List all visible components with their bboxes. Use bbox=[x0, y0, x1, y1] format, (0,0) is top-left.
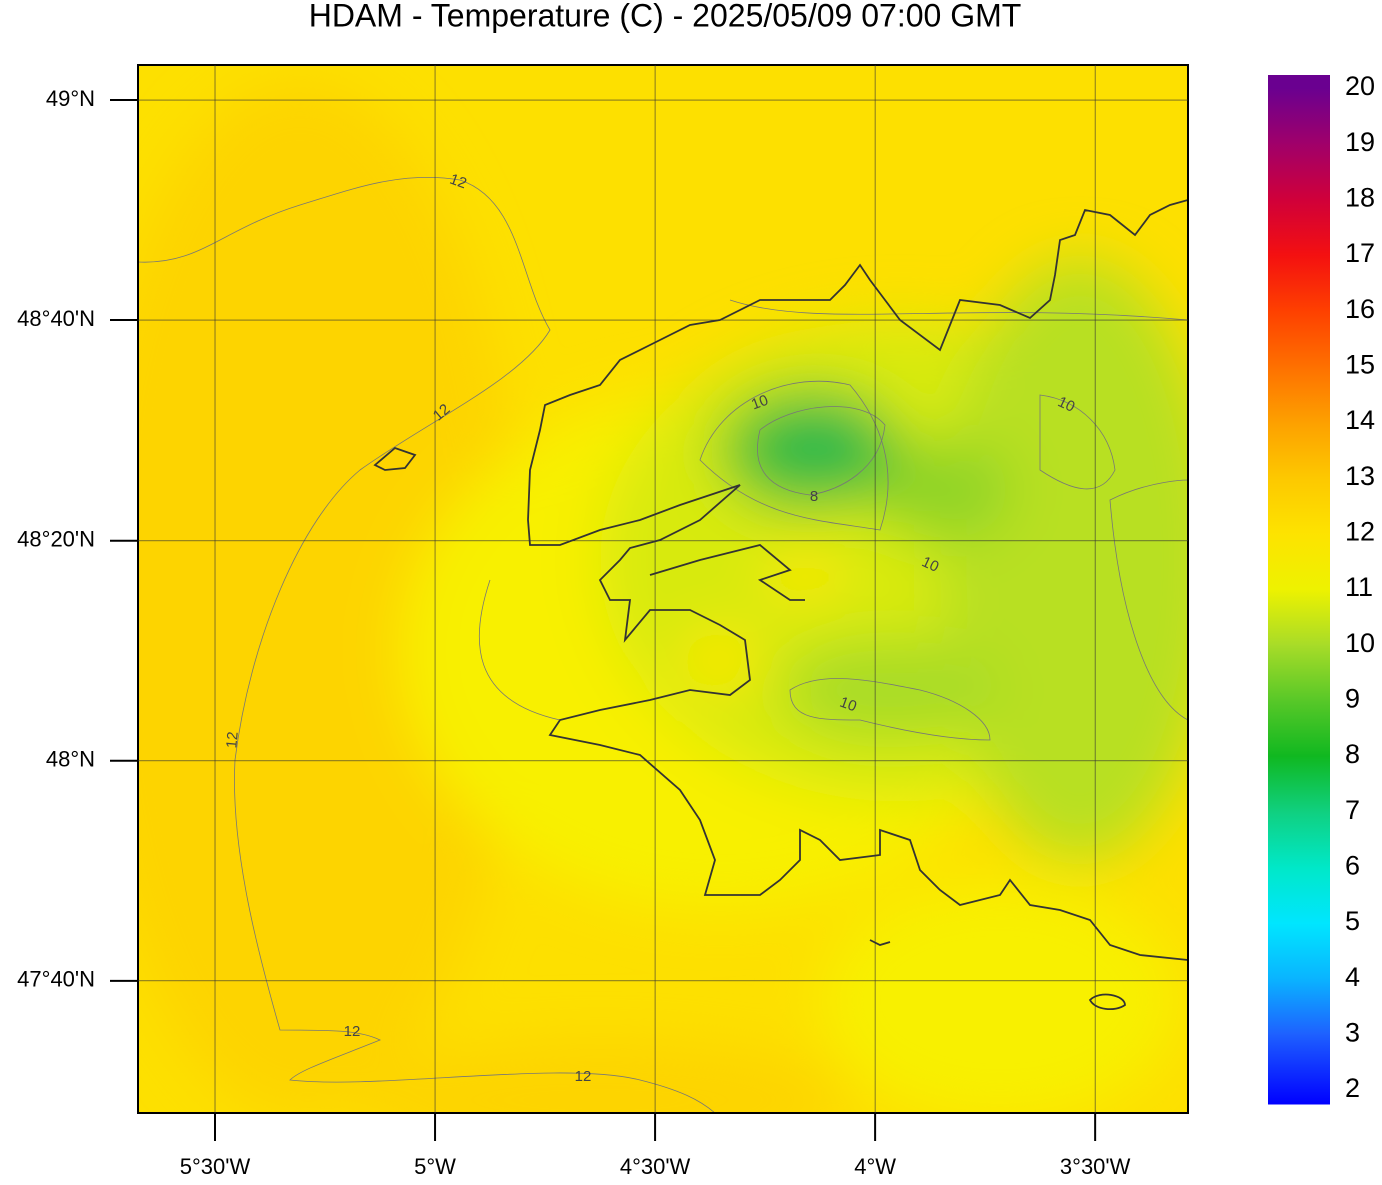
cool-area bbox=[870, 440, 1010, 540]
contour-10 bbox=[789, 678, 991, 741]
colorbar-segment bbox=[1268, 88, 1330, 145]
cold-area bbox=[770, 415, 870, 475]
island bbox=[373, 446, 417, 471]
colorbar-label: 4 bbox=[1345, 962, 1360, 992]
island bbox=[1088, 993, 1126, 1011]
coastline bbox=[373, 199, 1188, 1011]
colorbar-segment bbox=[1268, 533, 1330, 590]
colorbar-label: 14 bbox=[1345, 405, 1375, 435]
warm-area bbox=[138, 80, 520, 1113]
colorbar-segment bbox=[1268, 589, 1330, 646]
contour-11 bbox=[478, 579, 561, 721]
contour-label: 12 bbox=[575, 1068, 592, 1085]
colorbar-label: 17 bbox=[1345, 238, 1375, 268]
field bbox=[138, 65, 1188, 1113]
colorbar-label: 7 bbox=[1345, 795, 1360, 825]
island bbox=[869, 939, 891, 946]
contour-12 bbox=[138, 176, 716, 1113]
chart-title: HDAM - Temperature (C) - 2025/05/09 07:0… bbox=[309, 0, 1022, 33]
colorbar-label: 12 bbox=[1345, 516, 1375, 546]
mild-area bbox=[765, 550, 845, 600]
y-tick-label: 47°40'N bbox=[17, 967, 95, 992]
contour-label: 8 bbox=[810, 488, 818, 505]
contour-10 bbox=[1109, 479, 1188, 721]
colorbar-segment bbox=[1268, 644, 1330, 701]
map-frame bbox=[137, 64, 1189, 1114]
cool-area bbox=[940, 260, 1188, 860]
colorbar-label: 13 bbox=[1345, 461, 1375, 491]
cool-area bbox=[780, 640, 1000, 740]
colorbar-segment bbox=[1268, 422, 1330, 479]
contour-label: 12 bbox=[223, 731, 241, 749]
colorbar-label: 19 bbox=[1345, 127, 1375, 157]
contour-label: 10 bbox=[749, 392, 770, 414]
contour-label: 10 bbox=[919, 553, 941, 575]
colorbar-segment bbox=[1268, 811, 1330, 868]
contour-label: 12 bbox=[447, 171, 468, 193]
y-tick-label: 48°N bbox=[46, 747, 95, 772]
contour-label: 12 bbox=[344, 1023, 361, 1040]
colorbar-label: 10 bbox=[1345, 628, 1375, 658]
x-tick-label: 4°W bbox=[854, 1154, 896, 1179]
y-tick-label: 49°N bbox=[46, 86, 95, 111]
contour-8 bbox=[757, 406, 886, 496]
colorbar-segment bbox=[1268, 255, 1330, 312]
colorbar-label: 11 bbox=[1345, 572, 1373, 602]
contour-label: 10 bbox=[1055, 393, 1077, 415]
colorbar-label: 20 bbox=[1345, 71, 1375, 101]
x-tick-label: 5°W bbox=[414, 1154, 456, 1179]
colorbar-segment bbox=[1268, 75, 1330, 89]
colorbar-segment bbox=[1268, 1034, 1330, 1105]
colorbar-segment bbox=[1268, 923, 1330, 980]
contour-11 bbox=[729, 299, 1188, 321]
x-tick-label: 4°30'W bbox=[620, 1154, 691, 1179]
contour-label: 10 bbox=[837, 694, 858, 716]
mild-area bbox=[680, 630, 760, 690]
mild-area bbox=[820, 880, 1180, 1113]
colorbar-segment bbox=[1268, 978, 1330, 1035]
warm-area bbox=[350, 1040, 850, 1113]
colorbar-label: 18 bbox=[1345, 182, 1375, 212]
colorbar-segment bbox=[1268, 867, 1330, 924]
contours bbox=[138, 176, 1188, 1113]
colorbar-label: 8 bbox=[1345, 739, 1360, 769]
colorbar-segment bbox=[1268, 143, 1330, 200]
colorbar-segment bbox=[1268, 700, 1330, 757]
colorbar-label: 9 bbox=[1345, 683, 1360, 713]
contour-10 bbox=[1039, 394, 1116, 490]
colorbar-label: 16 bbox=[1345, 294, 1375, 324]
colorbar-label: 2 bbox=[1345, 1073, 1360, 1103]
colorbar-label: 3 bbox=[1345, 1017, 1360, 1047]
y-tick-label: 48°20'N bbox=[17, 527, 95, 552]
colorbar-label: 6 bbox=[1345, 850, 1360, 880]
x-tick-label: 5°30'W bbox=[180, 1154, 251, 1179]
colorbar-segment bbox=[1268, 366, 1330, 423]
x-tick-label: 3°30'W bbox=[1060, 1154, 1131, 1179]
coastline-estuary bbox=[649, 544, 805, 601]
colorbar-segment bbox=[1268, 199, 1330, 256]
colorbar-segment bbox=[1268, 756, 1330, 813]
field-shading bbox=[138, 80, 1188, 1113]
colorbar-label: 15 bbox=[1345, 349, 1375, 379]
contour-10 bbox=[699, 380, 889, 531]
y-tick-label: 48°40'N bbox=[17, 306, 95, 331]
colorbar-segment bbox=[1268, 310, 1330, 367]
colorbar-segment bbox=[1268, 477, 1330, 534]
colorbar-label: 5 bbox=[1345, 906, 1360, 936]
